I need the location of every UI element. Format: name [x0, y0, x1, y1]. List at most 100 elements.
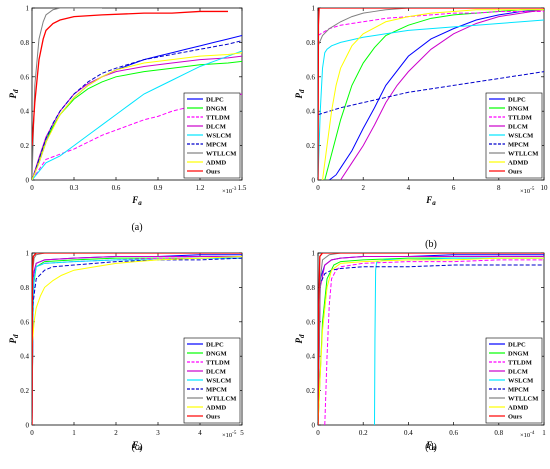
y-tick-label: 0.8 [306, 39, 315, 47]
x-axis-label: Fa [131, 440, 142, 452]
series-line-ours [318, 8, 544, 180]
y-tick-label: 0.2 [306, 387, 315, 395]
x-tick-label: 0.2 [359, 429, 368, 437]
x-exponent-label: ×10-5 [520, 187, 535, 195]
x-tick-label: 8 [497, 184, 501, 192]
series-line-dlcm [32, 255, 242, 425]
x-axis-label-sub: a [432, 444, 436, 452]
x-tick-label: 0 [30, 429, 34, 437]
series-line-ours [32, 253, 242, 425]
x-axis-label-sub: a [138, 444, 142, 452]
series-line-mpcm [318, 71, 544, 116]
legend-entry: WTLLCM [508, 395, 538, 402]
x-exponent-label: ×10-5 [222, 431, 237, 439]
x-axis-label-sub: a [138, 199, 142, 207]
legend-entry: DNGM [508, 105, 529, 112]
x-axis-label: Fa [131, 195, 142, 207]
series-line-admd [322, 9, 544, 180]
y-axis-label-sub: d [12, 89, 20, 93]
legend-entry: Ours [508, 413, 523, 420]
legend-entry: MPCM [508, 386, 529, 393]
y-axis-label-sub: d [298, 89, 306, 93]
series-group [32, 253, 242, 425]
x-axis-label: Fa [425, 440, 436, 452]
x-tick-label: 0.8 [494, 429, 503, 437]
y-axis-label-main: P [294, 338, 304, 344]
y-tick-label: 0.2 [20, 387, 29, 395]
series-line-mpcm [318, 264, 544, 305]
y-tick-label: 1 [26, 250, 30, 258]
y-axis-label-main: P [8, 338, 18, 344]
y-tick-label: 0.4 [20, 353, 29, 361]
y-tick-label: 0.6 [20, 73, 29, 81]
legend-entry: DNGM [508, 350, 529, 357]
y-tick-label: 0.6 [306, 73, 315, 81]
legend-entry: Ours [508, 168, 523, 175]
legend-entry: MPCM [508, 141, 529, 148]
x-exponent-base: ×10 [520, 432, 530, 439]
legend-entry: TTLDM [508, 359, 532, 366]
y-axis-label: Pd [294, 334, 306, 344]
y-tick-label: 0 [312, 177, 316, 185]
x-tick-label: 1.2 [196, 184, 205, 192]
y-tick-label: 0.8 [20, 284, 29, 292]
legend-entry: TTLDM [206, 359, 230, 366]
legend-entry: DNGM [206, 350, 227, 357]
y-tick-label: 0.4 [306, 353, 315, 361]
y-tick-label: 0.2 [20, 142, 29, 150]
legend-entry: TTLDM [206, 114, 230, 121]
y-tick-label: 0 [26, 177, 30, 185]
legend-entry: ADMD [206, 404, 227, 411]
y-tick-label: 0.6 [20, 318, 29, 326]
legend-entry: ADMD [508, 159, 529, 166]
series-line-admd [318, 257, 544, 425]
x-axis-label-sub: a [432, 199, 436, 207]
series-line-wslcm [374, 257, 544, 425]
series-line-wslcm [318, 19, 544, 180]
y-tick-label: 0 [26, 422, 30, 430]
series-line-dlcm [340, 9, 544, 180]
x-axis-label-main: F [425, 195, 432, 205]
series-line-ours [318, 253, 544, 425]
series-group [318, 253, 544, 425]
y-tick-label: 0.8 [306, 284, 315, 292]
legend-entry: WSLCM [206, 132, 231, 139]
x-exponent-base: ×10 [222, 432, 232, 439]
x-tick-label: 0 [30, 184, 34, 192]
series-group [32, 8, 242, 180]
series-line-mpcm [32, 257, 242, 348]
legend-entry: WTLLCM [508, 150, 538, 157]
x-tick-label: 2 [114, 429, 118, 437]
x-axis-label-main: F [425, 440, 432, 450]
legend-entry: WSLCM [206, 377, 231, 384]
x-tick-label: 4 [407, 184, 411, 192]
legend-entry: ADMD [206, 159, 227, 166]
x-tick-label: 1 [72, 429, 76, 437]
chart-panel-3: 0 1 2 3 4 5 0 0.2 0.4 0.6 0.8 1 ×10-5 Fa Pd DLPC DNGM TTL… [8, 250, 244, 454]
series-line-dlpc [328, 9, 544, 180]
x-tick-label: 0 [316, 184, 320, 192]
y-tick-label: 0.8 [20, 39, 29, 47]
chart-panel-4: 0 0.2 0.4 0.6 0.8 1 0 0.2 0.4 0.6 0.8 1 ×10-4 Fa Pd DLP… [294, 250, 546, 454]
x-tick-label: 1.5 [238, 184, 247, 192]
x-exponent-power: -5 [530, 187, 535, 192]
x-tick-label: 1 [542, 429, 546, 437]
series-line-admd [32, 52, 242, 180]
x-tick-label: 0 [316, 429, 320, 437]
series-line-ours [32, 10, 228, 146]
x-tick-label: 10 [541, 184, 549, 192]
x-tick-label: 0.9 [154, 184, 163, 192]
legend-entry: DLCM [508, 123, 528, 130]
x-exponent-power: -3 [232, 187, 237, 192]
series-line-ttldm [32, 93, 242, 180]
x-tick-label: 0.3 [70, 184, 79, 192]
legend-entry: Ours [206, 413, 221, 420]
y-axis-label-sub: d [298, 334, 306, 338]
x-tick-label: 5 [240, 429, 244, 437]
legend-entry: DLPC [508, 96, 526, 103]
y-tick-label: 0.4 [306, 108, 315, 116]
x-tick-label: 6 [452, 184, 456, 192]
legend-entry: ADMD [508, 404, 529, 411]
y-tick-label: 0 [312, 422, 316, 430]
x-exponent-power: -5 [232, 431, 237, 436]
